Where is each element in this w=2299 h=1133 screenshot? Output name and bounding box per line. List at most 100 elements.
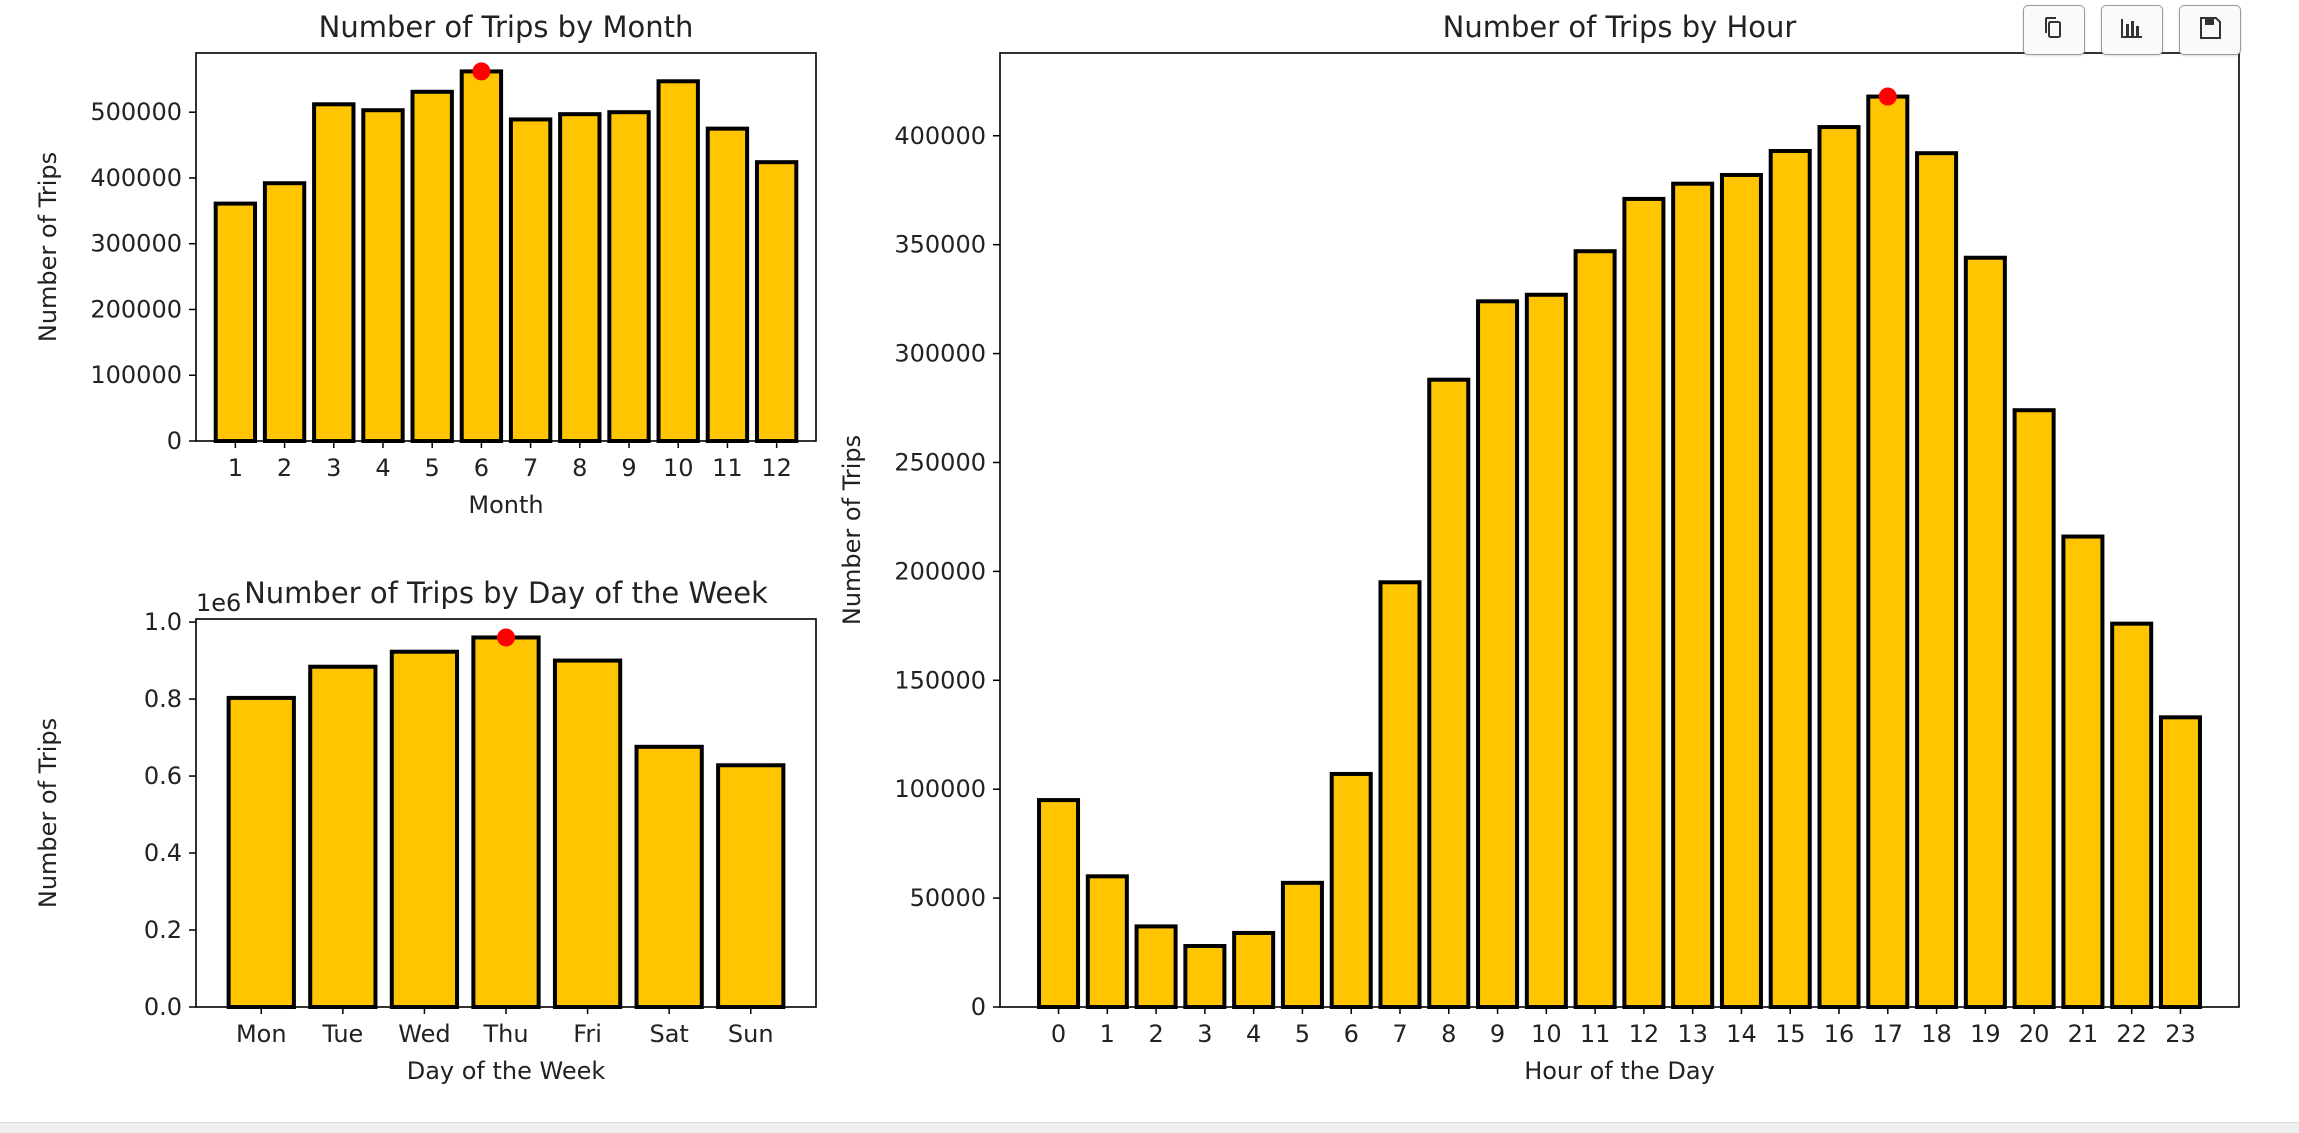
x-tick-label: 9 (1490, 1020, 1505, 1048)
y-tick-label: 150000 (894, 666, 986, 694)
bar-20 (2012, 408, 2056, 1009)
y-tick-label: 100000 (90, 361, 182, 389)
bar-Sun (716, 763, 786, 1009)
bar-16 (1817, 125, 1861, 1009)
bar-7 (508, 117, 553, 443)
bar-Sat (634, 744, 704, 1009)
y-tick-label: 300000 (894, 340, 986, 368)
y-tick-label: 300000 (90, 230, 182, 258)
y-tick-label: 0.6 (144, 762, 182, 790)
y-axis-label: Number of Trips (34, 152, 62, 342)
y-tick-label: 1.0 (144, 608, 182, 636)
x-tick-label: 23 (2165, 1020, 2196, 1048)
x-tick-label: 7 (523, 454, 538, 482)
x-tick-label: Sun (728, 1020, 774, 1048)
chart-button[interactable] (2101, 5, 2163, 55)
bar-21 (2061, 534, 2105, 1009)
bar-14 (1719, 172, 1763, 1009)
y-tick-label: 400000 (90, 164, 182, 192)
bar-10 (656, 79, 700, 444)
bar-1 (1085, 874, 1129, 1009)
peak-marker (472, 62, 491, 81)
toolbar (2023, 5, 2241, 55)
bar-5 (1280, 880, 1324, 1009)
x-tick-label: 6 (1344, 1020, 1359, 1048)
bar-12 (754, 160, 799, 443)
x-tick-label: 16 (1824, 1020, 1855, 1048)
x-tick-label: 20 (2019, 1020, 2050, 1048)
x-tick-label: 12 (1629, 1020, 1660, 1048)
bar-8 (558, 112, 602, 443)
peak-marker (1878, 87, 1897, 106)
y-axis-label: Number of Trips (34, 718, 62, 908)
x-tick-label: 2 (1148, 1020, 1163, 1048)
y-tick-label: 50000 (910, 884, 986, 912)
x-tick-label: 18 (1921, 1020, 1952, 1048)
y-tick-label: 0.4 (144, 839, 182, 867)
bar-3 (1183, 944, 1227, 1009)
bar-11 (1573, 249, 1617, 1009)
x-tick-label: 22 (2116, 1020, 2147, 1048)
x-axis-label: Month (468, 491, 543, 519)
bar-8 (1427, 377, 1471, 1009)
bar-Fri (552, 658, 623, 1009)
bar-19 (1963, 255, 2007, 1009)
month-chart: 1 2 3 4 5 6 7 8 9 10 11 120100000200000300000400000… (34, 10, 817, 519)
x-tick-label: 5 (425, 454, 440, 482)
bar-chart-icon (2119, 15, 2145, 45)
hour-chart: 0 1 2 3 4 5 6 7 8 9 10 11 12 13 14 15 16 17 18 19 20 21 22 2305… (838, 10, 2240, 1085)
x-tick-label: 1 (228, 454, 243, 482)
x-tick-label: 8 (572, 454, 587, 482)
y-tick-label: 0 (167, 427, 182, 455)
save-button[interactable] (2179, 5, 2241, 55)
y-tick-label: 200000 (90, 295, 182, 323)
bar-23 (2158, 715, 2202, 1009)
y-tick-label: 200000 (894, 557, 986, 585)
copy-button[interactable] (2023, 5, 2085, 55)
axis-offset-label: 1e6 (196, 589, 241, 617)
save-icon (2197, 15, 2223, 45)
y-tick-label: 100000 (894, 775, 986, 803)
bar-6 (1329, 771, 1373, 1009)
status-bar (0, 1122, 2299, 1133)
x-tick-label: 12 (761, 454, 792, 482)
bar-7 (1378, 580, 1422, 1009)
bar-5 (410, 89, 454, 444)
y-axis-label: Number of Trips (838, 435, 866, 625)
x-tick-label: 9 (621, 454, 636, 482)
bar-Wed (389, 649, 460, 1009)
chart-title: Number of Trips by Day of the Week (244, 576, 768, 610)
x-tick-label: 11 (712, 454, 743, 482)
bar-9 (607, 110, 651, 444)
x-tick-label: Wed (398, 1020, 450, 1048)
y-tick-label: 0.2 (144, 916, 182, 944)
bar-4 (1232, 930, 1276, 1009)
x-tick-label: 21 (2068, 1020, 2099, 1048)
bar-2 (1134, 924, 1178, 1009)
x-tick-label: Tue (321, 1020, 363, 1048)
x-tick-label: 6 (474, 454, 489, 482)
x-tick-label: 11 (1580, 1020, 1611, 1048)
x-tick-label: 5 (1295, 1020, 1310, 1048)
bar-3 (312, 102, 356, 443)
x-axis-label: Hour of the Day (1524, 1057, 1715, 1085)
bar-22 (2110, 621, 2154, 1009)
bar-18 (1915, 151, 1959, 1010)
x-tick-label: 1 (1100, 1020, 1115, 1048)
bar-12 (1622, 196, 1666, 1009)
bar-0 (1037, 798, 1081, 1010)
x-tick-label: 10 (1531, 1020, 1562, 1048)
axes-frame (999, 52, 2240, 1008)
bar-11 (705, 126, 750, 444)
x-axis-label: Day of the Week (407, 1057, 606, 1085)
peak-marker (497, 628, 515, 647)
x-tick-label: Fri (573, 1020, 602, 1048)
x-tick-label: Sat (649, 1020, 688, 1048)
x-tick-label: 14 (1726, 1020, 1757, 1048)
chart-title: Number of Trips by Month (319, 10, 694, 44)
x-tick-label: 4 (1246, 1020, 1261, 1048)
y-tick-label: 350000 (894, 231, 986, 259)
bar-13 (1671, 181, 1715, 1009)
x-tick-label: 10 (663, 454, 694, 482)
x-tick-label: 2 (277, 454, 292, 482)
